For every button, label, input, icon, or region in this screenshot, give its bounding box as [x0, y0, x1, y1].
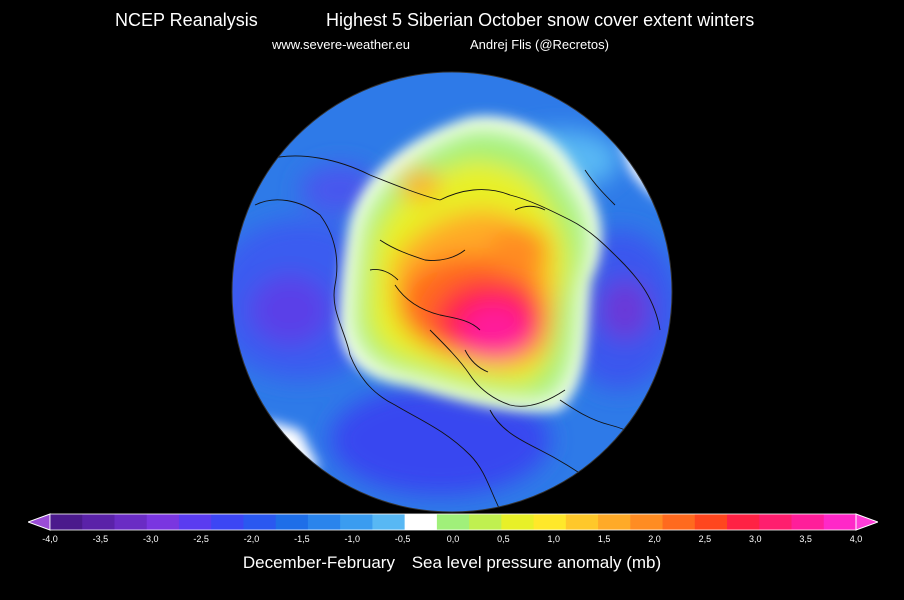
caption-period: December-February — [242, 553, 395, 572]
map-border — [231, 71, 673, 513]
colorbar-cell — [694, 514, 728, 530]
colorbar-cell — [82, 514, 115, 530]
colorbar-cell — [823, 514, 857, 530]
colorbar-cell — [727, 514, 760, 530]
colorbar-tick-label: 1,0 — [547, 534, 561, 544]
author-credit: Andrej Flis (@Recretos) — [470, 37, 609, 52]
colorbar-tick-label: -3,0 — [142, 534, 159, 544]
colorbar-cell — [501, 514, 535, 530]
caption-variable: Sea level pressure anomaly (mb) — [411, 553, 662, 572]
colorbar-cell — [598, 514, 631, 530]
colorbar-tick-label: 0,0 — [446, 534, 460, 544]
colorbar-cell — [211, 514, 244, 530]
land-outlines — [254, 155, 661, 511]
colorbar-ticks: -4,0 -3,5 -3,0 -2,5 -2,0 -1,5 -1,0 -0,5 0,0 0,5 1,… — [0, 534, 904, 554]
colorbar-tick-label: -4,0 — [42, 534, 58, 544]
caption: December-February Sea level pressure ano… — [0, 553, 904, 573]
colorbar-tick-label: -1,5 — [294, 534, 310, 544]
colorbar-cell — [243, 514, 277, 530]
colorbar-cell — [630, 514, 664, 530]
colorbar-tick-label: -2,5 — [193, 534, 209, 544]
colorbar-cell — [469, 514, 502, 530]
colorbar-tick-label: -3,5 — [92, 534, 109, 544]
colorbar-max-arrow — [855, 513, 878, 531]
website-credit: www.severe-weather.eu — [272, 37, 411, 52]
colorbar-cell — [114, 514, 148, 530]
colorbar-cell — [791, 514, 825, 530]
colorbar-cell — [50, 514, 83, 530]
colorbar-cell — [662, 514, 696, 530]
colorbar-cell — [275, 514, 309, 530]
colorbar-tick-label: 3,5 — [799, 534, 812, 544]
colorbar-cell — [436, 514, 470, 530]
colorbar-cell — [565, 514, 599, 530]
colorbar-cell — [307, 514, 341, 530]
title-source: NCEP Reanalysis — [115, 10, 258, 30]
colorbar-tick-label: -0,5 — [394, 534, 411, 544]
colorbar-cell — [178, 514, 212, 530]
colorbar-cell — [340, 514, 373, 530]
colorbar-cell — [404, 514, 438, 530]
colorbar-tick-label: 3,0 — [748, 534, 762, 544]
anomaly-field — [232, 72, 672, 512]
title-main: Highest 5 Siberian October snow cover ex… — [326, 10, 755, 30]
colorbar-cell — [759, 514, 793, 530]
colorbar-cell — [533, 514, 567, 530]
colorbar-tick-label: 2,5 — [698, 534, 712, 544]
colorbar-tick-label: 2,0 — [648, 534, 661, 544]
colorbar-tick-label: 0,5 — [497, 534, 510, 544]
colorbar-tick-label: -1,0 — [344, 534, 361, 544]
colorbar-tick-label: 4,0 — [849, 534, 863, 544]
colorbar-tick-label: 1,5 — [597, 534, 611, 544]
colorbar-cell — [146, 514, 180, 530]
colorbar-min-arrow — [28, 513, 51, 531]
colorbar-cells — [49, 513, 857, 531]
colorbar-tick-label: -2,0 — [243, 534, 260, 544]
colorbar-cell — [372, 514, 406, 530]
colorbar — [28, 513, 878, 531]
